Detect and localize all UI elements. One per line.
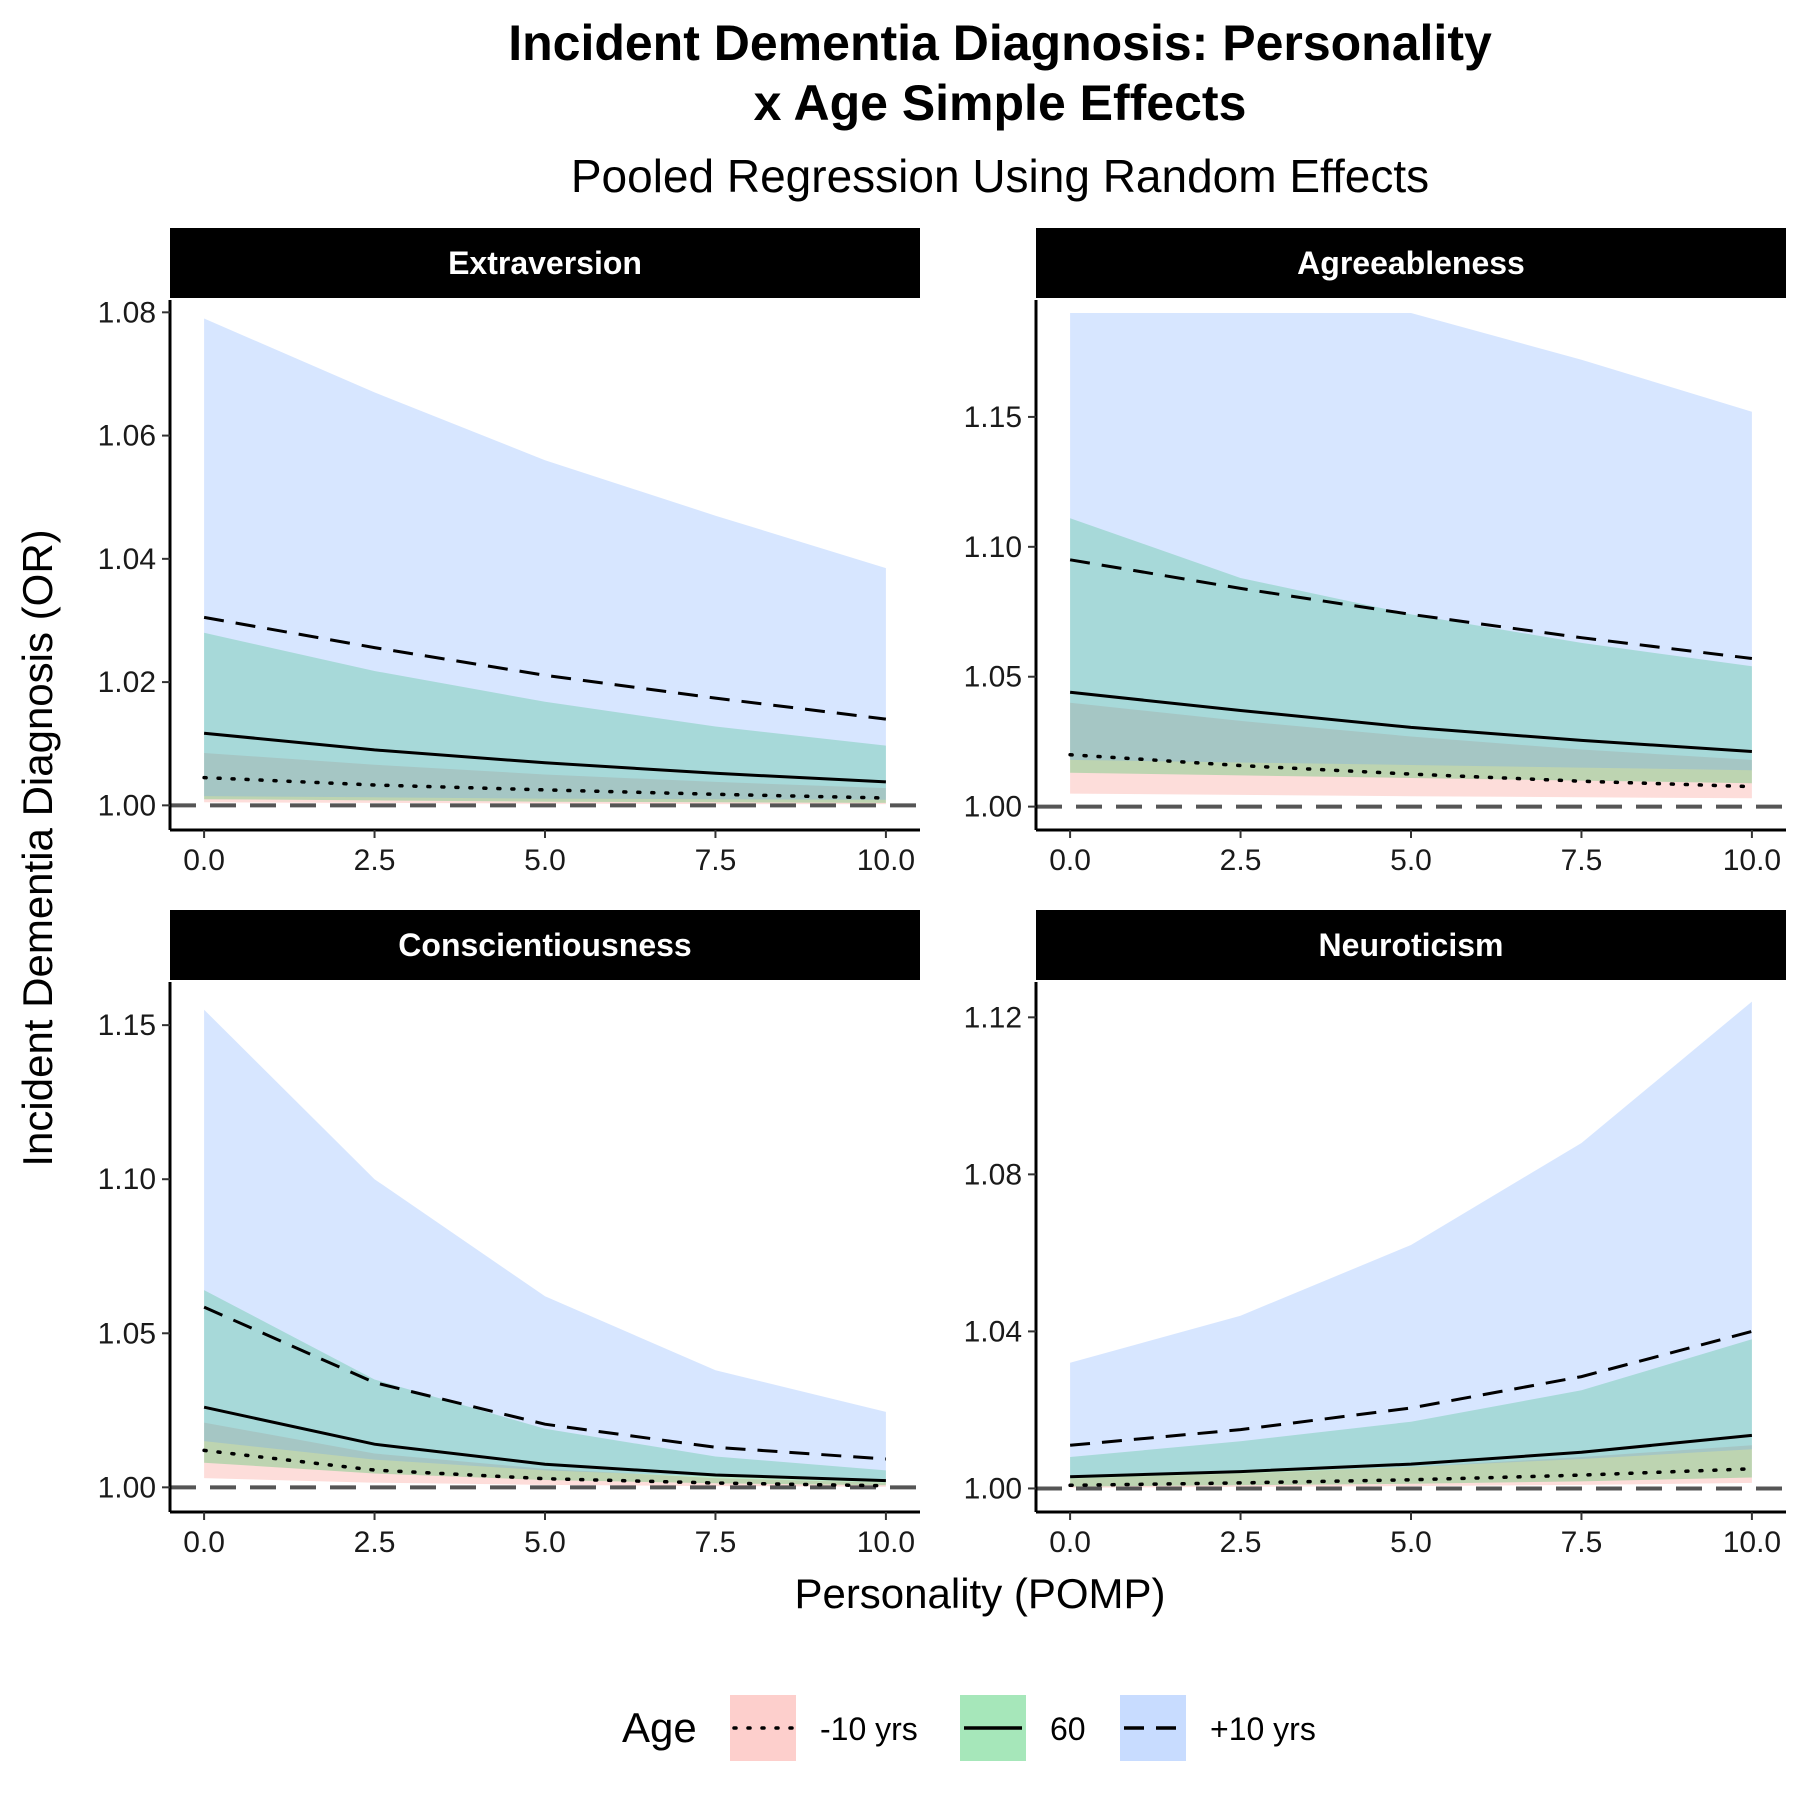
facet-strip <box>170 910 920 980</box>
y-tick-label: 1.00 <box>964 791 1022 824</box>
line-10-yrs <box>1068 752 1754 789</box>
y-tick-label: 1.08 <box>98 296 156 329</box>
legend-item-10-yrs: -10 yrs <box>730 1695 918 1761</box>
x-tick-label: 7.5 <box>695 844 737 877</box>
y-tick-label: 1.02 <box>98 666 156 699</box>
line-60 <box>1070 1433 1753 1479</box>
x-tick-label: 10.0 <box>1723 844 1781 877</box>
ribbon-60 <box>204 1290 886 1486</box>
y-tick-label: 1.10 <box>98 1163 156 1196</box>
x-tick-label: 5.0 <box>1390 844 1432 877</box>
chart-title-line1: Incident Dementia Diagnosis: Personality <box>508 15 1492 71</box>
facet-strip <box>1036 910 1786 980</box>
x-axis-title: Personality (POMP) <box>794 1570 1165 1617</box>
line-10-yrs <box>203 1305 887 1461</box>
facet-strip-label: Conscientiousness <box>398 927 691 963</box>
facet-strip <box>1036 228 1786 298</box>
line-10-yrs <box>202 775 888 800</box>
x-tick-label: 2.5 <box>1220 844 1262 877</box>
y-tick-label: 1.00 <box>98 789 156 822</box>
y-tick-label: 1.04 <box>98 543 156 576</box>
x-tick-label: 5.0 <box>524 844 566 877</box>
chart-subtitle: Pooled Regression Using Random Effects <box>571 150 1429 202</box>
line-10-yrs <box>202 1448 888 1488</box>
ribbon-60 <box>1070 518 1752 784</box>
y-tick-label: 1.00 <box>98 1471 156 1504</box>
ribbon-60 <box>204 632 886 803</box>
y-tick-label: 1.05 <box>964 661 1022 694</box>
x-tick-label: 0.0 <box>183 844 225 877</box>
y-tick-label: 1.00 <box>964 1472 1022 1505</box>
ribbon-10-yrs <box>1070 1001 1752 1477</box>
panel-conscientiousness: Conscientiousness 1.00 1.05 1.10 1.15 0.0 2.5 5… <box>98 910 920 1559</box>
x-tick-label: 10.0 <box>857 844 915 877</box>
facet-strip-label: Neuroticism <box>1319 927 1504 963</box>
ribbon-10-yrs <box>1070 313 1752 771</box>
y-tick-label: 1.04 <box>964 1315 1022 1348</box>
y-tick-label: 1.15 <box>964 401 1022 434</box>
line-10-yrs <box>1068 1467 1754 1488</box>
line-10-yrs <box>1069 558 1753 660</box>
x-tick-label: 10.0 <box>1723 1526 1781 1559</box>
y-tick-label: 1.05 <box>98 1317 156 1350</box>
x-tick-label: 7.5 <box>695 1526 737 1559</box>
x-tick-label: 10.0 <box>857 1526 915 1559</box>
legend-label: 60 <box>1050 1711 1086 1747</box>
x-tick-label: 2.5 <box>354 844 396 877</box>
ribbon-10-yrs <box>1070 702 1752 799</box>
panel-neuroticism: Neuroticism 1.00 1.04 1.08 1.12 0.0 2.5 5.0 7.5 1… <box>964 910 1786 1559</box>
legend-item-10-yrs: +10 yrs <box>1120 1695 1316 1761</box>
legend-title: Age <box>622 1704 697 1751</box>
x-tick-label: 0.0 <box>1049 1526 1091 1559</box>
ribbon-10-yrs <box>204 1009 886 1480</box>
x-tick-label: 2.5 <box>354 1526 396 1559</box>
facet-panels: Extraversion 1.00 1.02 1.04 1.06 1.08 0.0 2.5 5.… <box>98 228 1786 1559</box>
line-10-yrs <box>1069 1329 1753 1447</box>
x-tick-label: 0.0 <box>183 1526 225 1559</box>
panel-extraversion: Extraversion 1.00 1.02 1.04 1.06 1.08 0.0 2.5 5.… <box>98 228 920 877</box>
y-tick-label: 1.10 <box>964 531 1022 564</box>
legend-item-60: 60 <box>960 1695 1086 1761</box>
x-tick-label: 2.5 <box>1220 1526 1262 1559</box>
y-tick-label: 1.15 <box>98 1009 156 1042</box>
x-tick-label: 5.0 <box>524 1526 566 1559</box>
y-tick-label: 1.08 <box>964 1158 1022 1191</box>
legend-label: -10 yrs <box>820 1711 918 1747</box>
legend-label: +10 yrs <box>1210 1711 1316 1747</box>
line-60 <box>203 731 886 784</box>
x-tick-label: 7.5 <box>1561 1526 1603 1559</box>
panel-agreeableness: Agreeableness 1.00 1.05 1.10 1.15 0.0 2.5 5.0 7.… <box>964 228 1786 877</box>
x-tick-label: 5.0 <box>1390 1526 1432 1559</box>
line-60 <box>1069 690 1752 753</box>
ribbon-10-yrs <box>1070 1445 1752 1488</box>
line-60 <box>203 1405 886 1483</box>
y-axis-title: Incident Dementia Diagnosis (OR) <box>14 529 61 1166</box>
line-10-yrs <box>203 615 887 721</box>
y-tick-label: 1.06 <box>98 420 156 453</box>
ribbon-10-yrs <box>204 753 886 805</box>
facet-strip-label: Extraversion <box>448 245 642 281</box>
ribbon-60 <box>1070 1339 1752 1487</box>
x-tick-label: 0.0 <box>1049 844 1091 877</box>
legend: Age -10 yrs 60 +10 yrs <box>622 1695 1316 1761</box>
y-tick-label: 1.12 <box>964 1001 1022 1034</box>
chart-title-line2: x Age Simple Effects <box>754 75 1247 131</box>
facet-strip-label: Agreeableness <box>1297 245 1525 281</box>
x-tick-label: 7.5 <box>1561 844 1603 877</box>
facet-strip <box>170 228 920 298</box>
ribbon-10-yrs <box>204 318 886 800</box>
